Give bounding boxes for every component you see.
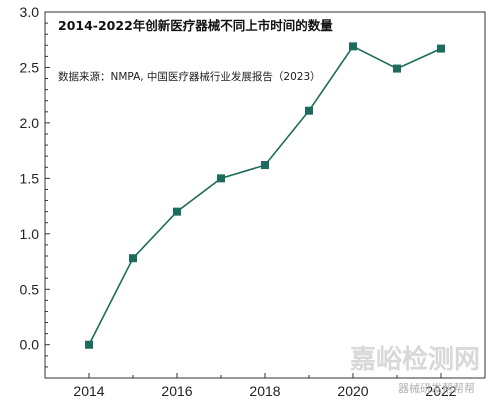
y-tick-label: 1.5 <box>20 170 40 186</box>
chart-subtitle: 数据来源：NMPA, 中国医疗器械行业发展报告（2023） <box>58 70 321 83</box>
data-point <box>305 106 313 115</box>
data-point <box>437 44 445 53</box>
series-line <box>88 45 442 346</box>
y-tick-label: 0.5 <box>20 281 40 297</box>
data-point <box>173 207 181 216</box>
y-tick-label: 2.5 <box>20 59 40 75</box>
plot-frame <box>44 11 486 379</box>
y-tick-label: 1.0 <box>20 226 40 242</box>
watermark-text: 嘉峪检测网 <box>350 344 480 375</box>
y-tick-label: 0.0 <box>20 337 40 353</box>
data-point <box>217 174 225 183</box>
y-tick-label: 3.0 <box>20 4 40 20</box>
axes <box>44 11 486 379</box>
ticks: 0.0 0.5 1.0 1.5 2.0 2.5 3.0 2014 2016 2018 2020 202… <box>20 4 486 399</box>
x-tick-label: 2022 <box>425 383 456 399</box>
data-point <box>85 340 93 349</box>
x-tick-label: 2014 <box>73 383 104 399</box>
series <box>85 42 445 349</box>
data-point <box>349 42 357 51</box>
y-tick-label: 2.0 <box>20 115 40 131</box>
x-tick-label: 2016 <box>161 383 192 399</box>
watermark-subtext: 器械研发帮帮帮 <box>398 381 475 395</box>
chart-title: 2014-2022年创新医疗器械不同上市时间的数量 <box>58 18 333 33</box>
x-tick-label: 2018 <box>249 383 280 399</box>
x-tick-label: 2020 <box>337 383 368 399</box>
data-point <box>393 64 401 73</box>
data-point <box>261 161 269 170</box>
data-point <box>129 254 137 263</box>
